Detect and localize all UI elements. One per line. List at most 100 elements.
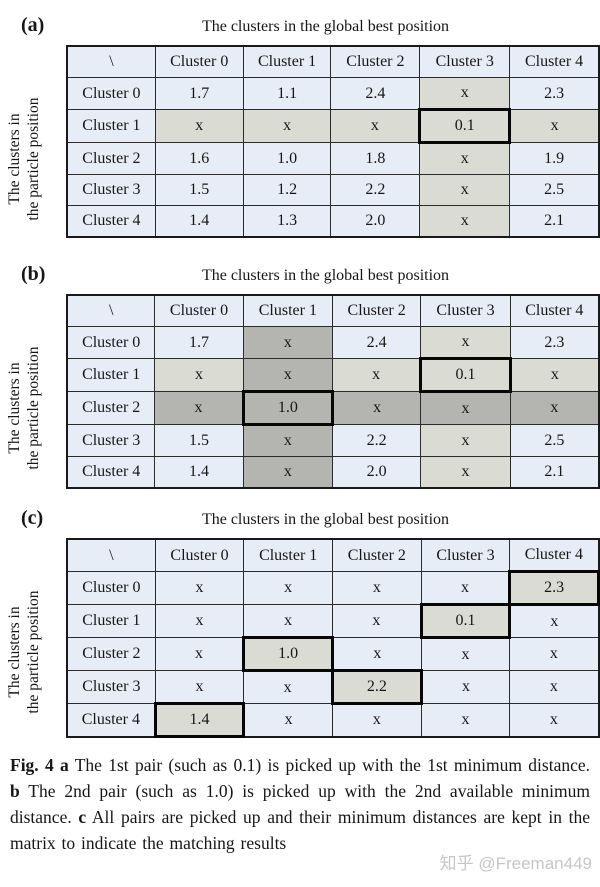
distance-cell: x [509,703,599,737]
distance-cell: 2.2 [331,424,422,457]
row-header-cluster-3: Cluster 3 [66,424,156,457]
panel-a-title: The clusters in the global best position [201,18,450,35]
distance-cell: 2.4 [331,326,422,359]
panel-c: (c) The clusters in the global best posi… [0,489,600,738]
distance-cell: 2.3 [509,326,600,359]
header-row: \ Cluster 0 Cluster 1 Cluster 2 Cluster 3 Clu… [66,538,599,572]
distance-matrix-a: \ Cluster 0 Cluster 1 Cluster 2 Cluster 3 Clu… [66,45,600,238]
distance-cell: x [419,142,511,175]
table-row: Cluster 4 1.4 x x x x [66,702,599,738]
distance-cell: x [420,326,511,359]
table-row: Cluster 3 x x 2.2 x x [66,669,599,705]
distance-cell: x [154,358,244,392]
distance-cell: 1.4 [154,205,244,238]
side-label-line-2: the particle position [25,346,42,470]
picked-distance-cell: 1.0 [241,390,334,426]
table-row: Cluster 4 1.4 1.3 2.0 x 2.1 [66,205,600,238]
panel-c-title: The clusters in the global best position [201,511,450,528]
distance-cell: 2.5 [509,424,600,457]
column-header-cluster-0: Cluster 0 [154,45,244,78]
distance-cell: 2.1 [509,205,600,238]
side-label-line-2: the particle position [25,590,42,714]
distance-cell: 1.8 [330,142,421,175]
distance-cell: x [419,174,511,206]
distance-cell: x [509,109,600,143]
row-header-cluster-2: Cluster 2 [66,391,156,425]
distance-cell: 1.4 [154,456,244,489]
distance-matrix-b: \ Cluster 0 Cluster 1 Cluster 2 Cluster 3 Clu… [66,294,600,489]
table-row: Cluster 0 1.7 1.1 2.4 x 2.3 [66,77,600,110]
header-row: \ Cluster 0 Cluster 1 Cluster 2 Cluster 3 Clu… [66,45,600,78]
table-row: Cluster 0 x x x x 2.3 [66,570,600,606]
column-header-cluster-4: Cluster 4 [509,294,600,327]
column-header-cluster-3: Cluster 3 [420,538,511,572]
row-header-cluster-4: Cluster 4 [66,205,156,238]
panel-a-side-label: The clusters in the particle position [5,69,43,249]
row-header-cluster-0: Cluster 0 [66,571,156,605]
caption-bold-segment: c [78,807,87,827]
distance-cell: x [330,109,421,143]
distance-cell: 2.1 [509,456,600,489]
distance-cell: 2.0 [331,456,422,489]
side-label-line-1: The clusters in [6,362,23,454]
distance-cell: x [331,358,422,392]
row-header-cluster-3: Cluster 3 [66,174,156,206]
distance-cell: 1.2 [242,174,332,206]
distance-cell: 1.5 [154,424,244,457]
distance-cell: x [243,571,333,605]
side-label-line-1: The clusters in [6,113,23,205]
table-row: Cluster 3 1.5 x 2.2 x 2.5 [66,424,600,457]
column-header-cluster-1: Cluster 1 [242,294,333,327]
distance-cell: 2.3 [509,77,600,110]
distance-cell: x [332,571,422,605]
picked-distance-cell: 2.2 [331,669,423,705]
distance-cell: x [420,637,511,671]
distance-cell: x [420,670,511,704]
distance-cell: x [419,77,511,110]
distance-cell: x [154,571,245,605]
column-header-cluster-4: Cluster 4 [509,538,599,572]
distance-cell: x [242,456,333,489]
panel-c-table-wrap: The clusters in the particle position \ C… [0,538,600,738]
distance-cell: 1.9 [509,142,600,175]
caption-bold-segment: b [10,781,20,801]
row-header-cluster-0: Cluster 0 [66,326,156,359]
row-header-cluster-2: Cluster 2 [66,142,156,175]
watermark: 知乎 @Freeman449 [439,854,592,873]
distance-cell: x [420,456,511,489]
distance-cell: 1.0 [242,142,332,175]
table-row: Cluster 2 1.6 1.0 1.8 x 1.9 [66,142,600,175]
distance-cell: x [420,424,511,457]
panel-b-table-wrap: The clusters in the particle position \ C… [0,294,600,489]
distance-cell: x [243,604,333,638]
panel-a-table-wrap: The clusters in the particle position \ C… [0,45,600,238]
corner-header-cell: \ [66,45,156,78]
picked-distance-cell: 0.1 [419,603,512,639]
distance-cell: x [332,703,422,737]
distance-cell: x [154,109,244,143]
column-header-cluster-4: Cluster 4 [509,45,600,78]
panel-a-label: (a) [21,14,45,36]
distance-cell: 2.0 [330,205,421,238]
row-header-cluster-2: Cluster 2 [66,637,156,671]
table-row: Cluster 4 1.4 x 2.0 x 2.1 [66,456,600,489]
distance-cell: 1.7 [154,77,244,110]
distance-cell: x [154,604,245,638]
panel-a: (a) The clusters in the global best posi… [0,0,600,238]
corner-header-cell: \ [66,538,156,572]
distance-cell: x [243,703,333,737]
distance-cell: 1.7 [154,326,244,359]
caption-bold-segment: Fig. 4 [10,755,54,775]
column-header-cluster-2: Cluster 2 [331,294,422,327]
distance-cell: x [419,205,511,238]
panel-b: (b) The clusters in the global best posi… [0,238,600,489]
panel-c-label: (c) [21,507,44,529]
picked-distance-cell: 0.1 [419,357,512,393]
distance-cell: x [242,424,333,457]
distance-cell: x [509,637,599,671]
table-row: Cluster 0 1.7 x 2.4 x 2.3 [66,326,600,359]
row-header-cluster-0: Cluster 0 [66,77,156,110]
figure-caption: Fig. 4 a The 1st pair (such as 0.1) is p… [10,752,590,856]
distance-cell: x [420,571,511,605]
